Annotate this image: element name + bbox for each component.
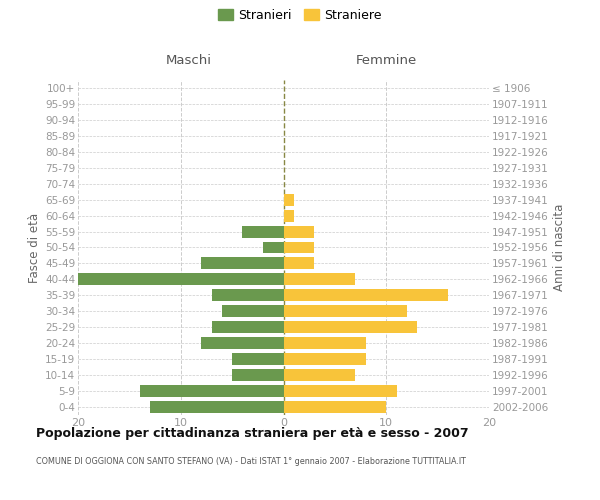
Bar xyxy=(78,274,284,285)
Bar xyxy=(284,290,448,302)
Bar xyxy=(284,337,366,349)
Bar xyxy=(212,290,284,302)
Bar xyxy=(202,337,284,349)
Text: Femmine: Femmine xyxy=(356,54,417,68)
Bar xyxy=(284,322,417,333)
Bar xyxy=(284,210,294,222)
Bar xyxy=(284,194,294,205)
Bar xyxy=(212,322,284,333)
Bar xyxy=(284,274,355,285)
Y-axis label: Fasce di età: Fasce di età xyxy=(28,212,41,282)
Bar xyxy=(242,226,284,237)
Bar xyxy=(284,401,386,413)
Bar xyxy=(150,401,284,413)
Bar xyxy=(202,258,284,270)
Y-axis label: Anni di nascita: Anni di nascita xyxy=(553,204,566,291)
Bar xyxy=(284,369,355,381)
Bar xyxy=(284,258,314,270)
Text: Popolazione per cittadinanza straniera per età e sesso - 2007: Popolazione per cittadinanza straniera p… xyxy=(36,428,469,440)
Bar xyxy=(140,385,284,397)
Bar xyxy=(284,242,314,254)
Bar xyxy=(284,226,314,237)
Bar xyxy=(284,306,407,318)
Bar xyxy=(232,353,284,365)
Text: COMUNE DI OGGIONA CON SANTO STEFANO (VA) - Dati ISTAT 1° gennaio 2007 - Elaboraz: COMUNE DI OGGIONA CON SANTO STEFANO (VA)… xyxy=(36,458,466,466)
Bar xyxy=(263,242,284,254)
Bar xyxy=(284,385,397,397)
Bar xyxy=(222,306,284,318)
Bar xyxy=(232,369,284,381)
Bar xyxy=(284,353,366,365)
Text: Maschi: Maschi xyxy=(166,54,212,68)
Legend: Stranieri, Straniere: Stranieri, Straniere xyxy=(216,6,384,24)
